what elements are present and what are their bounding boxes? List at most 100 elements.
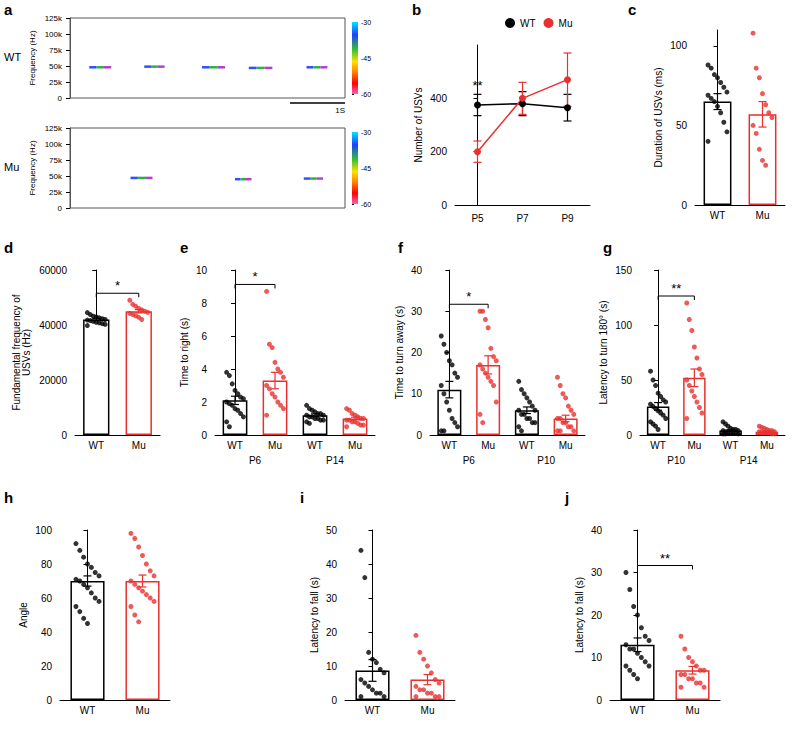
svg-text:50k: 50k	[49, 172, 63, 181]
svg-text:100k: 100k	[45, 140, 63, 149]
svg-text:Frequency (Hz): Frequency (Hz)	[28, 30, 37, 85]
svg-text:WT: WT	[365, 705, 381, 716]
svg-text:10: 10	[196, 265, 208, 276]
svg-text:P5: P5	[471, 213, 484, 224]
svg-text:Latency to fall (s): Latency to fall (s)	[309, 577, 320, 653]
svg-text:-60: -60	[361, 201, 371, 208]
svg-text:20: 20	[411, 347, 423, 358]
svg-text:USVs (Hz): USVs (Hz)	[21, 329, 32, 376]
svg-text:80: 80	[41, 559, 53, 570]
svg-text:P10: P10	[537, 455, 555, 466]
svg-text:2: 2	[201, 397, 207, 408]
svg-text:Mu: Mu	[481, 440, 495, 451]
svg-text:Frequency (Hz): Frequency (Hz)	[28, 140, 37, 195]
svg-text:Mu: Mu	[756, 210, 770, 221]
svg-text:0: 0	[58, 204, 63, 213]
svg-text:20: 20	[591, 610, 603, 621]
svg-text:40: 40	[41, 627, 53, 638]
svg-text:Time to turn away (s): Time to turn away (s)	[394, 306, 405, 400]
svg-text:4: 4	[201, 364, 207, 375]
svg-text:10: 10	[411, 388, 423, 399]
svg-text:-45: -45	[361, 55, 371, 62]
svg-text:75k: 75k	[49, 46, 63, 55]
svg-text:e: e	[180, 239, 188, 256]
svg-text:50: 50	[676, 120, 688, 131]
svg-text:d: d	[4, 239, 13, 256]
svg-text:Mu: Mu	[4, 161, 19, 173]
svg-text:*: *	[466, 289, 471, 304]
svg-text:60: 60	[41, 593, 53, 604]
svg-text:WT: WT	[4, 51, 21, 63]
svg-text:WT: WT	[80, 705, 96, 716]
svg-text:f: f	[398, 239, 404, 256]
svg-text:*: *	[115, 278, 120, 293]
svg-text:0: 0	[681, 200, 687, 211]
svg-text:100: 100	[615, 320, 632, 331]
svg-text:0: 0	[441, 200, 447, 211]
svg-text:20: 20	[41, 661, 53, 672]
svg-text:25k: 25k	[49, 188, 63, 197]
svg-text:WT: WT	[442, 440, 458, 451]
svg-text:50: 50	[326, 525, 338, 536]
svg-text:40: 40	[326, 559, 338, 570]
svg-text:0: 0	[416, 430, 422, 441]
svg-text:c: c	[628, 1, 636, 18]
svg-text:WT: WT	[650, 440, 666, 451]
svg-text:Latency to turn 180° (s): Latency to turn 180° (s)	[598, 300, 609, 404]
svg-text:P7: P7	[516, 213, 529, 224]
svg-text:g: g	[603, 239, 612, 256]
svg-text:Mu: Mu	[348, 440, 362, 451]
svg-text:30: 30	[326, 593, 338, 604]
svg-text:WT: WT	[88, 440, 104, 451]
svg-text:0: 0	[596, 695, 602, 706]
svg-text:0: 0	[331, 695, 337, 706]
svg-text:6: 6	[201, 331, 207, 342]
svg-text:125k: 125k	[45, 124, 63, 133]
svg-text:125k: 125k	[45, 14, 63, 23]
svg-text:200: 200	[430, 146, 447, 157]
svg-text:P6: P6	[463, 455, 476, 466]
svg-text:**: **	[660, 551, 670, 566]
svg-text:WT: WT	[630, 705, 646, 716]
svg-text:Mu: Mu	[686, 705, 700, 716]
svg-text:WT: WT	[520, 18, 536, 29]
svg-text:Mu: Mu	[760, 440, 774, 451]
svg-text:0: 0	[46, 695, 52, 706]
svg-text:P6: P6	[249, 455, 262, 466]
svg-text:40000: 40000	[39, 320, 67, 331]
svg-text:h: h	[4, 489, 13, 506]
svg-text:0: 0	[61, 430, 67, 441]
svg-text:**: **	[671, 281, 681, 296]
svg-text:150: 150	[615, 265, 632, 276]
svg-text:1S: 1S	[335, 106, 345, 115]
svg-text:20: 20	[326, 627, 338, 638]
svg-text:WT: WT	[710, 210, 726, 221]
svg-text:10: 10	[326, 661, 338, 672]
svg-text:30: 30	[411, 306, 423, 317]
svg-text:0: 0	[201, 430, 207, 441]
svg-text:100: 100	[35, 525, 52, 536]
svg-text:P14: P14	[326, 455, 344, 466]
svg-text:P9: P9	[561, 213, 574, 224]
svg-text:WT: WT	[307, 440, 323, 451]
svg-text:30: 30	[591, 567, 603, 578]
svg-text:a: a	[4, 1, 13, 18]
svg-text:20000: 20000	[39, 375, 67, 386]
svg-text:WT: WT	[723, 440, 739, 451]
svg-text:Duration of USVs (ms): Duration of USVs (ms)	[653, 67, 664, 167]
svg-text:Mu: Mu	[559, 440, 573, 451]
svg-text:0: 0	[626, 430, 632, 441]
svg-text:i: i	[300, 489, 304, 506]
svg-text:Number of USVs: Number of USVs	[413, 87, 424, 162]
svg-text:-30: -30	[361, 19, 371, 26]
svg-text:Angle: Angle	[18, 602, 29, 628]
svg-text:100: 100	[670, 40, 687, 51]
svg-text:**: **	[472, 78, 482, 93]
svg-text:50k: 50k	[49, 62, 63, 71]
svg-text:50: 50	[621, 375, 633, 386]
svg-text:*: *	[252, 269, 257, 284]
svg-text:P14: P14	[740, 455, 758, 466]
svg-text:10: 10	[591, 652, 603, 663]
svg-text:40: 40	[411, 265, 423, 276]
svg-text:b: b	[412, 1, 421, 18]
